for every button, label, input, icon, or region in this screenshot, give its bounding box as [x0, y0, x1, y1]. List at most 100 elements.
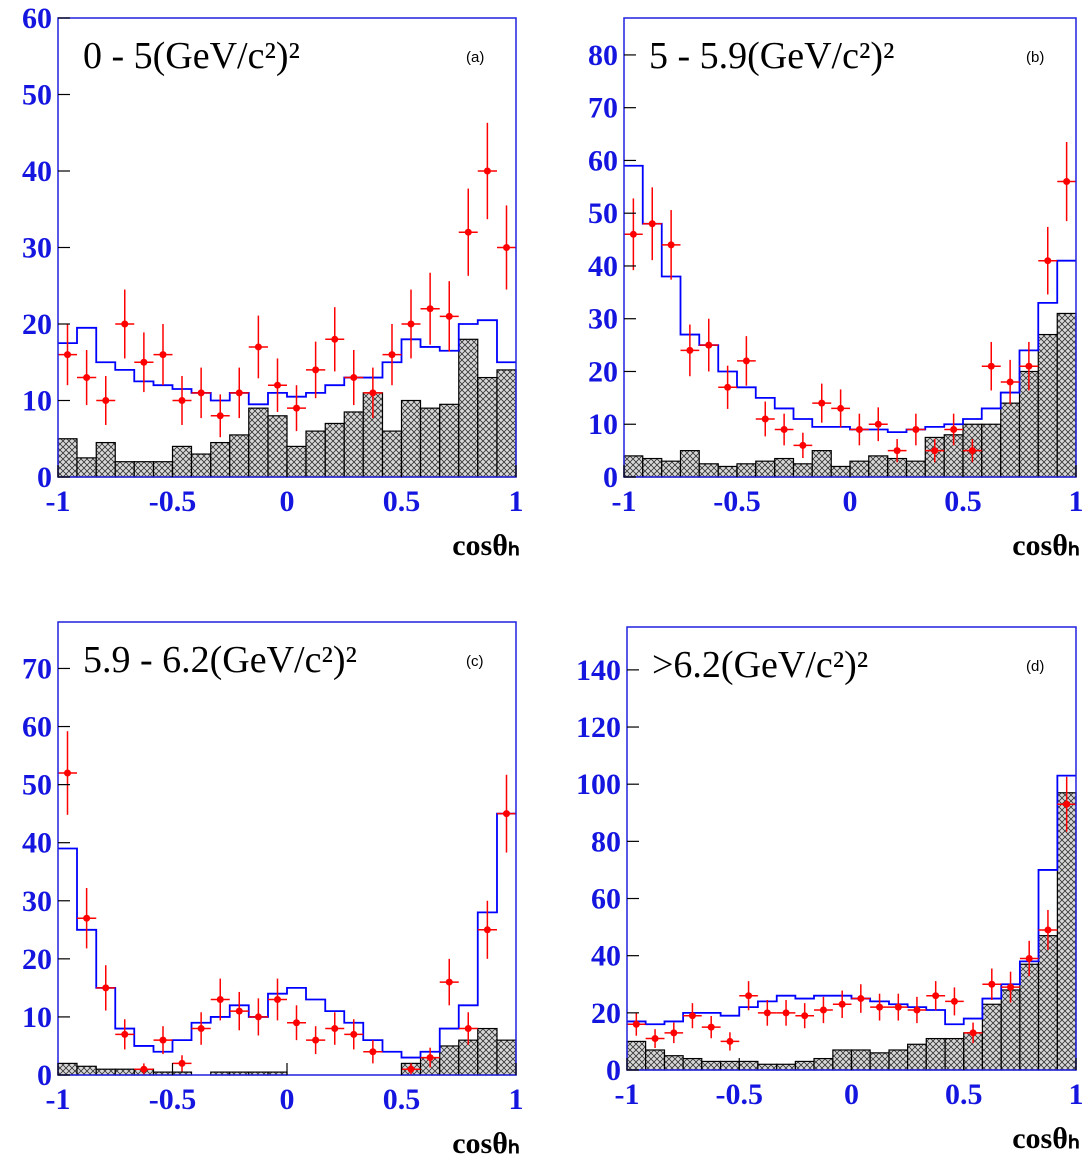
data-point: [159, 1036, 167, 1044]
background-bin: [1000, 402, 1021, 478]
background-bin: [776, 1063, 796, 1071]
data-point: [1025, 955, 1033, 963]
x-tick-label: 0.5: [945, 1078, 983, 1111]
background-bin: [811, 450, 832, 478]
y-tick-label: 50: [588, 197, 618, 230]
x-axis-label: cosθₕ: [452, 529, 520, 562]
data-point: [121, 1030, 129, 1038]
data-point: [893, 447, 901, 455]
x-tick-label: 0: [280, 1083, 295, 1116]
y-tick-label: 50: [22, 79, 52, 112]
background-bin: [57, 438, 78, 478]
background-bin: [114, 1068, 135, 1076]
data-point: [369, 1048, 377, 1056]
background-bin: [905, 460, 926, 478]
data-point: [178, 397, 186, 404]
x-tick-label: -1: [612, 485, 637, 518]
background-bin: [679, 450, 700, 478]
x-tick-label: -0.5: [149, 1083, 197, 1116]
data-point: [273, 996, 281, 1003]
data-point: [855, 426, 863, 434]
data-point: [445, 978, 453, 986]
data-point: [197, 1025, 205, 1033]
data-point: [254, 343, 262, 351]
data-point: [426, 1054, 434, 1062]
y-tick-label: 80: [588, 39, 618, 72]
y-tick-label: 60: [588, 144, 618, 177]
data-point: [632, 1020, 640, 1028]
data-point: [121, 320, 129, 328]
background-bin: [1056, 312, 1077, 478]
y-tick-label: 40: [591, 940, 621, 973]
data-point: [502, 244, 510, 251]
data-point: [331, 1025, 339, 1033]
data-point: [197, 389, 205, 397]
y-tick-label: 40: [22, 155, 52, 188]
background-bin: [190, 453, 212, 478]
x-tick-label: -0.5: [716, 1078, 764, 1111]
data-point: [667, 241, 675, 249]
data-point: [876, 1003, 884, 1011]
panel-label: (c): [466, 653, 484, 670]
data-point: [761, 415, 769, 423]
data-point: [483, 167, 491, 175]
background-bin: [813, 1057, 834, 1071]
data-point: [407, 320, 415, 328]
data-point: [969, 1029, 977, 1037]
data-point: [64, 769, 72, 777]
background-bin: [477, 1027, 498, 1076]
y-tick-label: 140: [576, 654, 621, 687]
background-bin: [496, 369, 517, 478]
data-point: [312, 366, 320, 374]
x-tick-label: 1: [1069, 485, 1084, 518]
data-point: [312, 1036, 320, 1044]
background-bin: [171, 445, 193, 478]
mc-histogram: [58, 319, 516, 406]
data-point: [838, 1000, 846, 1008]
data-point: [670, 1029, 678, 1037]
y-tick-label: 10: [22, 1001, 52, 1034]
data-point: [950, 426, 958, 434]
data-point: [932, 992, 940, 1000]
y-tick-label: 30: [22, 885, 52, 918]
background-bin: [76, 457, 97, 478]
background-bin: [439, 1045, 460, 1076]
background-bin: [458, 338, 479, 478]
data-point: [216, 996, 224, 1003]
panel-label: (a): [466, 49, 484, 66]
data-point: [350, 374, 358, 382]
y-tick-label: 70: [588, 92, 618, 125]
background-bin: [717, 465, 738, 478]
data-point: [83, 374, 91, 382]
background-bin: [757, 1063, 778, 1071]
x-tick-label: 1: [509, 1083, 524, 1116]
data-point: [1006, 378, 1014, 386]
data-point: [388, 351, 396, 359]
data-point: [801, 1012, 809, 1020]
data-point: [254, 1013, 262, 1021]
y-tick-label: 50: [22, 769, 52, 802]
data-point: [913, 1006, 921, 1014]
background-bin: [76, 1065, 97, 1076]
y-tick-label: 10: [22, 385, 52, 418]
data-point: [273, 381, 281, 389]
data-point: [235, 1007, 243, 1015]
data-point: [178, 1059, 186, 1067]
background-bin: [95, 441, 116, 478]
background-bin: [95, 1068, 116, 1076]
data-point: [502, 810, 510, 818]
background-bin: [343, 411, 364, 478]
background-bin: [720, 1060, 740, 1071]
background-bin: [981, 1003, 1002, 1071]
background-bin: [642, 457, 663, 478]
data-point: [1044, 257, 1052, 265]
mc-histogram: [58, 812, 516, 1059]
background-bin: [439, 403, 460, 478]
background-bin: [849, 460, 870, 478]
background-bin: [981, 423, 1002, 478]
background-bin: [57, 1062, 78, 1076]
y-tick-label: 100: [576, 768, 621, 801]
data-point: [216, 412, 224, 420]
background-bin: [286, 445, 307, 478]
